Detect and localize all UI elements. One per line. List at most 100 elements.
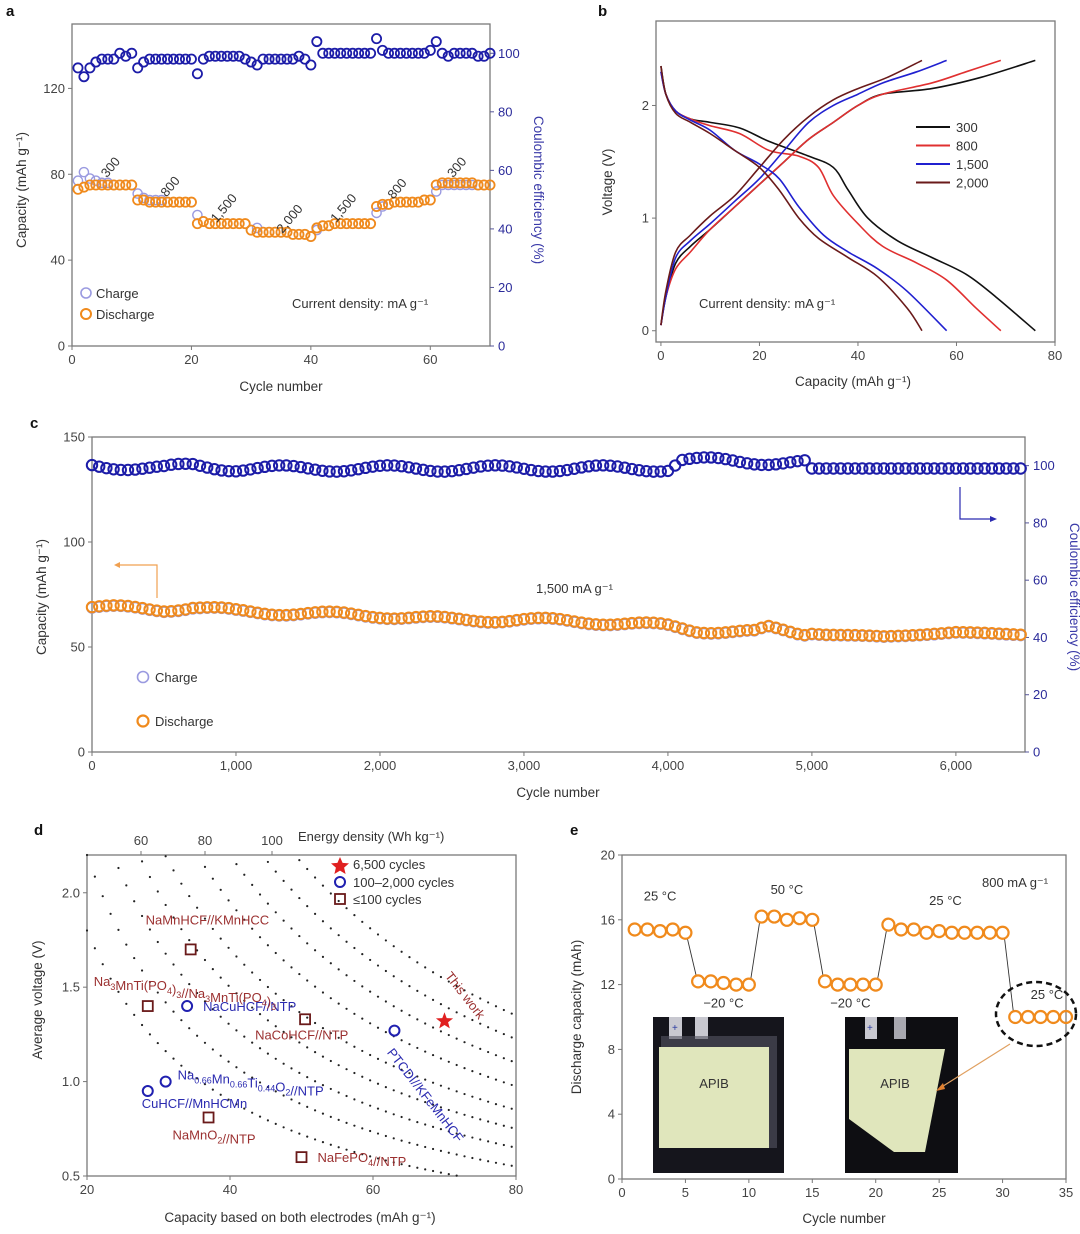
- iso-energy-dot: [164, 855, 167, 858]
- iso-energy-dot: [361, 1101, 364, 1104]
- ce-point: [311, 36, 323, 48]
- ce-point: [263, 53, 275, 65]
- iso-energy-dot: [353, 1012, 356, 1015]
- discharge-point: [944, 925, 959, 940]
- discharge-point: [400, 196, 412, 208]
- iso-energy-dot: [243, 1107, 246, 1110]
- ce-point: [430, 36, 442, 48]
- iso-energy-dot: [447, 1033, 450, 1037]
- discharge-point: [394, 196, 406, 208]
- legend-label-star-d: 6,500 cycles: [353, 857, 426, 872]
- ce-point: [532, 464, 545, 478]
- iso-energy-dot: [243, 999, 246, 1002]
- ce-point: [589, 459, 603, 472]
- iso-energy-dot: [431, 1169, 435, 1173]
- discharge-point: [906, 629, 919, 642]
- discharge-point: [215, 601, 228, 614]
- x-axis-label-e: Cycle number: [802, 1211, 886, 1226]
- iso-energy-dot: [164, 1001, 167, 1004]
- iso-energy-dot: [125, 1002, 128, 1005]
- iso-energy-dot: [471, 1044, 474, 1047]
- legend-marker-charge-c: [136, 670, 150, 684]
- discharge-point: [233, 218, 245, 230]
- ce-point: [539, 465, 552, 478]
- y-tick-label-d: 2.0: [62, 885, 80, 900]
- discharge-point: [269, 226, 281, 238]
- iso-energy-dot: [353, 1045, 356, 1048]
- label-part: ): [267, 994, 271, 1009]
- ce-point: [265, 459, 279, 473]
- ce-point: [906, 462, 919, 475]
- ce-point: [647, 465, 660, 478]
- ce-point: [452, 464, 466, 477]
- iso-energy-dot: [258, 893, 262, 896]
- ce-point: [510, 461, 523, 474]
- label-subscript: 3: [176, 990, 181, 1000]
- ce-point: [654, 465, 667, 478]
- iso-energy-dot: [479, 1047, 482, 1050]
- iso-energy-dot: [313, 912, 317, 915]
- iso-energy-dot: [266, 1052, 269, 1055]
- discharge-point: [704, 626, 718, 640]
- iso-energy-dot: [203, 1041, 207, 1044]
- discharge-point: [716, 975, 731, 991]
- discharge-point: [460, 613, 473, 626]
- discharge-point: [236, 604, 250, 617]
- iso-energy-dot: [455, 1174, 458, 1177]
- x-tick-label-d: 20: [80, 1182, 94, 1197]
- ce-point: [347, 47, 359, 59]
- ce-point: [892, 462, 905, 475]
- iso-energy-dot: [140, 914, 144, 918]
- ce-point: [524, 463, 538, 477]
- iso-energy-dot: [282, 1062, 285, 1065]
- iso-energy-dot: [487, 1026, 490, 1029]
- iso-energy-dot: [384, 1061, 387, 1064]
- discharge-point: [301, 606, 315, 620]
- discharge-point: [157, 605, 171, 618]
- iso-energy-dot: [447, 1087, 450, 1090]
- discharge-point: [108, 179, 120, 191]
- charge-curve-800: [660, 59, 1002, 326]
- iso-energy-dot: [172, 1010, 175, 1013]
- discharge-point: [215, 218, 227, 230]
- ce-point: [275, 53, 287, 65]
- axis-ticks-d: 20 40 60 80 0.5 1.0 1.5 2.0 60 80 100: [62, 833, 523, 1197]
- iso-energy-dot: [321, 1055, 325, 1058]
- discharge-point: [197, 215, 209, 227]
- x-tick-label-a: 20: [184, 352, 198, 367]
- discharge-point: [329, 218, 341, 230]
- discharge-point: [452, 612, 466, 625]
- ce-point: [690, 451, 703, 465]
- x-tick-label-a: 40: [304, 352, 318, 367]
- x-tick-label-e: 35: [1059, 1185, 1073, 1200]
- ce-point: [582, 460, 595, 473]
- ce-point: [553, 464, 567, 478]
- x-tick-label-b: 0: [657, 348, 664, 363]
- discharge-point: [627, 922, 642, 937]
- iso-energy-dot: [243, 963, 246, 966]
- iso-energy-dot: [321, 955, 325, 958]
- iso-energy-dot: [502, 1124, 505, 1127]
- iso-energy-dot: [156, 991, 159, 994]
- discharge-point: [200, 601, 214, 614]
- ce-point: [949, 462, 963, 475]
- discharge-point: [877, 630, 891, 643]
- iso-energy-dot: [345, 907, 348, 910]
- legend-marker-star-d: [331, 857, 349, 874]
- iso-energy-dot: [400, 1139, 403, 1142]
- iso-energy-dot: [455, 1153, 458, 1156]
- point-label: Na3MnTi(PO4)3//Na3MnTi(PO4)3: [94, 974, 276, 1012]
- ce-point: [382, 47, 394, 59]
- ce-point: [488, 459, 502, 472]
- iso-energy-dot: [85, 929, 89, 932]
- annotation-c: 1,500 mA g⁻¹: [536, 581, 614, 596]
- iso-energy-dot: [219, 937, 222, 940]
- ce-point: [424, 44, 436, 56]
- iso-energy-dot: [251, 1111, 254, 1114]
- iso-energy-dot: [471, 993, 474, 996]
- ce-point: [316, 464, 329, 477]
- discharge-point: [84, 179, 96, 191]
- iso-energy-dot: [510, 1083, 513, 1087]
- axis-ticks-c: 0 1,000 2,000 3,000 4,000 5,000 6,000 0 50 100 150…: [63, 430, 1054, 774]
- discharge-point: [970, 925, 985, 940]
